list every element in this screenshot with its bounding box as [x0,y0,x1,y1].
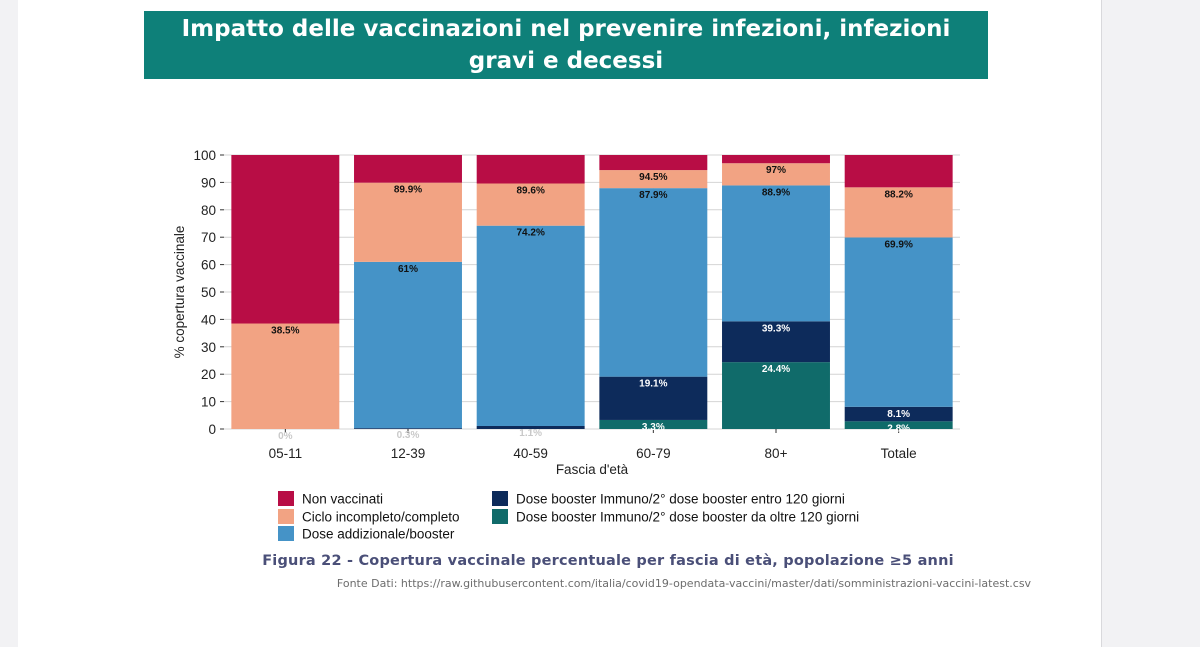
x-tick-label: 40-59 [513,446,548,461]
data-label: 61% [398,264,418,275]
legend-swatch [278,509,294,524]
bar-segment [354,261,462,429]
bar-segment [354,155,462,183]
y-tick-label: 60 [201,258,216,273]
data-label: 39.3% [762,323,790,334]
data-label: 74.2% [516,228,544,239]
data-label: 88.9% [762,187,790,198]
bar-segment [476,183,585,226]
bar-segment [354,182,462,262]
data-label: 19.1% [639,379,667,390]
data-label: 97% [766,165,786,176]
x-tick-label: 05-11 [269,446,303,461]
x-tick-label: 80+ [765,446,788,461]
y-axis-title: % copertura vaccinale [172,226,187,359]
bar-segment [722,163,830,186]
y-tick-label: 0 [208,422,216,437]
y-tick-label: 10 [201,395,216,410]
legend-swatch [492,509,508,524]
x-axis-title: Fascia d'età [556,462,629,477]
data-label: 0.3% [397,430,420,441]
legend-swatch [278,491,294,506]
figure-caption: Figura 22 - Copertura vaccinale percentu… [262,553,954,569]
figure-source: Fonte Dati: https://raw.githubuserconten… [336,577,1032,590]
bar-segment [844,155,953,188]
y-tick-label: 30 [201,340,216,355]
data-label: 3.3% [642,422,665,433]
data-label: 1.1% [519,428,542,439]
y-tick-label: 90 [201,175,216,190]
banner-title: Impatto delle vaccinazioni nel prevenire… [181,16,951,74]
data-label: 94.5% [639,172,667,183]
x-tick-label: 12-39 [391,446,426,461]
x-tick-label: 60-79 [636,446,671,461]
data-label: 2.8% [887,423,910,434]
y-tick-label: 50 [201,285,216,300]
data-label: 89.9% [394,185,422,196]
bar-segment [844,406,953,422]
legend-swatch [278,526,294,541]
legend-swatch [492,491,508,506]
data-label: 8.1% [887,409,910,420]
legend-label: Ciclo incompleto/completo [302,510,460,525]
data-label: 89.6% [516,185,544,196]
legend-label: Non vaccinati [302,492,383,507]
bar-segment [599,188,708,377]
legend-label: Dose addizionale/booster [302,527,455,542]
legend-label: Dose booster Immuno/2° dose booster da o… [516,510,859,525]
legend-label: Dose booster Immuno/2° dose booster entr… [516,492,845,507]
bar-segment [476,155,585,184]
bar-segment [844,237,953,407]
data-label: 38.5% [271,326,299,337]
bar-segment [599,170,708,189]
data-label: 69.9% [884,239,912,250]
y-tick-label: 20 [201,367,216,382]
slide-banner: Impatto delle vaccinazioni nel prevenire… [144,11,988,79]
bar-segment [722,362,830,429]
y-tick-label: 80 [201,203,216,218]
bar-segment [231,323,340,429]
y-tick-label: 70 [201,230,216,245]
bar-segment [844,421,953,429]
x-tick-label: Totale [881,446,917,461]
bar-segment [476,225,585,426]
bar-segment [599,376,708,420]
bar-segment [844,187,953,238]
bar-segment [476,425,585,429]
data-label: 88.2% [884,189,912,200]
bar-segment [599,419,708,429]
data-label: 0% [278,431,293,442]
page-edge [1101,0,1102,647]
y-tick-label: 100 [193,148,216,163]
bar-segment [354,428,462,429]
bar-segment [722,185,830,322]
y-tick-label: 40 [201,312,216,327]
bar-segment [599,155,708,171]
data-label: 24.4% [762,364,790,375]
bar-segment [722,321,830,363]
bar-segment [722,155,830,164]
bar-segment [231,155,340,324]
data-label: 87.9% [639,190,667,201]
